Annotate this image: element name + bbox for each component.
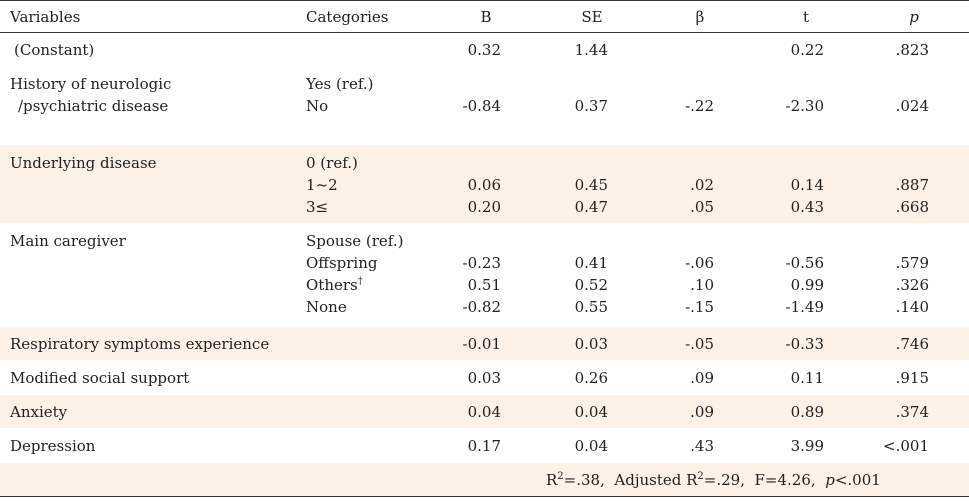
cell-t: 0.14 bbox=[790, 176, 824, 194]
cell-se: 0.45 bbox=[574, 176, 608, 194]
row-label-respiratory: Respiratory symptoms experience bbox=[10, 335, 270, 353]
cell-se: 0.55 bbox=[574, 298, 608, 316]
cell-p: .746 bbox=[895, 335, 929, 353]
cell-t: -0.56 bbox=[785, 254, 824, 272]
header-rule bbox=[0, 32, 969, 33]
cell-se: 0.47 bbox=[574, 198, 608, 216]
row-label-depression: Depression bbox=[10, 437, 96, 455]
cell-se: 0.37 bbox=[574, 97, 608, 115]
cell-p: .668 bbox=[895, 198, 929, 216]
cell-se: 0.04 bbox=[574, 437, 608, 455]
cell-t: 0.89 bbox=[790, 403, 824, 421]
cell-se: 0.03 bbox=[574, 335, 608, 353]
cell-category: Yes (ref.) bbox=[306, 75, 374, 93]
header-beta: β bbox=[695, 8, 705, 26]
header-b: B bbox=[480, 8, 492, 26]
cell-p: .579 bbox=[895, 254, 929, 272]
cell-category: None bbox=[306, 298, 347, 316]
row-label-history: History of neurologic bbox=[10, 75, 172, 93]
cell-b: 0.03 bbox=[467, 369, 501, 387]
cell-category: 3≤ bbox=[306, 198, 329, 216]
cell-b: 0.32 bbox=[467, 41, 501, 59]
row-label-underlying: Underlying disease bbox=[10, 154, 157, 172]
cell-b: 0.04 bbox=[467, 403, 501, 421]
row-label-constant: (Constant) bbox=[14, 41, 95, 59]
cell-beta: .43 bbox=[690, 437, 714, 455]
cell-category: Others† bbox=[306, 275, 363, 295]
cell-b: -0.82 bbox=[462, 298, 501, 316]
cell-se: 0.52 bbox=[574, 276, 608, 294]
cell-se: 0.04 bbox=[574, 403, 608, 421]
row-label-history-cont: /psychiatric disease bbox=[18, 97, 169, 115]
cell-beta: -.06 bbox=[685, 254, 714, 272]
cell-b: -0.01 bbox=[462, 335, 501, 353]
cell-b: -0.23 bbox=[462, 254, 501, 272]
cell-beta: .10 bbox=[690, 276, 714, 294]
row-label-social: Modified social support bbox=[10, 369, 190, 387]
header-variables: Variables bbox=[10, 8, 81, 26]
cell-category: 0 (ref.) bbox=[306, 154, 358, 172]
cell-p: .887 bbox=[895, 176, 929, 194]
row-label-anxiety: Anxiety bbox=[10, 403, 68, 421]
cell-beta: -.05 bbox=[685, 335, 714, 353]
row-band bbox=[0, 395, 969, 428]
category-text: Others bbox=[306, 276, 358, 294]
cell-beta: .02 bbox=[690, 176, 714, 194]
cell-category: Spouse (ref.) bbox=[306, 232, 404, 250]
cell-b: 0.17 bbox=[467, 437, 501, 455]
header-categories: Categories bbox=[306, 8, 389, 26]
cell-p: .823 bbox=[895, 41, 929, 59]
cell-p: <.001 bbox=[883, 437, 929, 455]
cell-t: 0.22 bbox=[790, 41, 824, 59]
row-band bbox=[0, 145, 969, 223]
cell-b: -0.84 bbox=[462, 97, 501, 115]
cell-se: 0.41 bbox=[574, 254, 608, 272]
cell-t: -1.49 bbox=[785, 298, 824, 316]
header-t: t bbox=[802, 8, 810, 26]
cell-beta: -.15 bbox=[685, 298, 714, 316]
bottom-rule bbox=[0, 496, 969, 497]
cell-b: 0.20 bbox=[467, 198, 501, 216]
cell-p: .374 bbox=[895, 403, 929, 421]
cell-beta: .09 bbox=[690, 369, 714, 387]
cell-beta: .09 bbox=[690, 403, 714, 421]
cell-p: .024 bbox=[895, 97, 929, 115]
cell-category: No bbox=[306, 97, 329, 115]
cell-se: 0.26 bbox=[574, 369, 608, 387]
cell-beta: -.22 bbox=[685, 97, 714, 115]
cell-p: .326 bbox=[895, 276, 929, 294]
model-summary: R2=.38, Adjusted R2=.29, F=4.26, p<.001 bbox=[546, 471, 881, 489]
top-rule bbox=[0, 0, 969, 1]
cell-t: 0.99 bbox=[790, 276, 824, 294]
cell-t: 0.43 bbox=[790, 198, 824, 216]
row-label-caregiver: Main caregiver bbox=[10, 232, 126, 250]
cell-t: -0.33 bbox=[785, 335, 824, 353]
cell-category: 1~2 bbox=[306, 176, 338, 194]
cell-t: 3.99 bbox=[790, 437, 824, 455]
row-band bbox=[0, 463, 969, 496]
row-band bbox=[0, 327, 969, 360]
cell-category: Offspring bbox=[306, 254, 378, 272]
header-p: p bbox=[909, 8, 919, 26]
cell-t: -2.30 bbox=[785, 97, 824, 115]
cell-p: .915 bbox=[895, 369, 929, 387]
header-se: SE bbox=[581, 8, 603, 26]
dagger-footnote-mark: † bbox=[357, 276, 363, 287]
cell-se: 1.44 bbox=[574, 41, 608, 59]
cell-b: 0.51 bbox=[467, 276, 501, 294]
cell-t: 0.11 bbox=[790, 369, 824, 387]
cell-p: .140 bbox=[895, 298, 929, 316]
cell-b: 0.06 bbox=[467, 176, 501, 194]
cell-beta: .05 bbox=[690, 198, 714, 216]
